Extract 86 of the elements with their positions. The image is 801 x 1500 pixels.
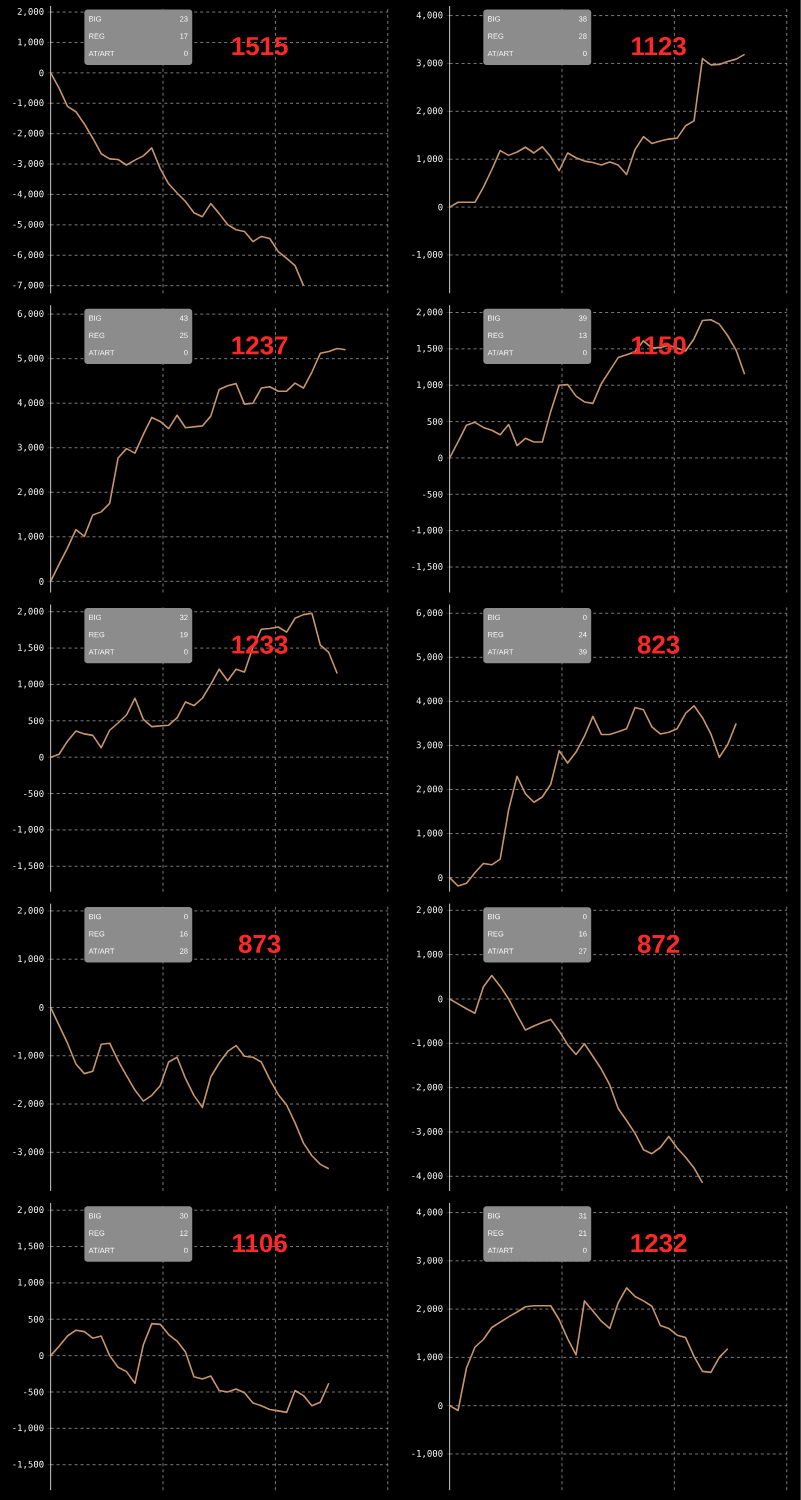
line-series bbox=[449, 704, 738, 887]
y-tick-label: 4,000 bbox=[416, 697, 443, 706]
y-tick-label: 0 bbox=[39, 577, 44, 585]
y-tick-label: -1,000 bbox=[412, 250, 443, 259]
y-tick-label: 5,000 bbox=[17, 354, 44, 363]
text: 1123 bbox=[632, 37, 686, 56]
text: 1237 bbox=[232, 336, 288, 355]
y-tick-label: 4,000 bbox=[17, 399, 44, 408]
y-tick-label: 5,000 bbox=[416, 653, 443, 662]
y-tick-label: 1,000 bbox=[417, 1353, 443, 1362]
text: 1106 bbox=[233, 1233, 287, 1253]
y-tick-label: -3,000 bbox=[13, 1148, 44, 1157]
y-tick-label: 1,000 bbox=[417, 155, 443, 164]
line-series bbox=[50, 1322, 330, 1414]
y-tick-label: 1,000 bbox=[18, 532, 44, 541]
y-tick-label: -6,000 bbox=[13, 251, 44, 260]
y-tick-label: -1,000 bbox=[13, 99, 44, 108]
y-tick-label: 3,000 bbox=[416, 741, 443, 750]
y-tick-label: 1,000 bbox=[417, 381, 443, 390]
y-tick-label: 1,500 bbox=[18, 644, 44, 653]
y-tick-label: -500 bbox=[423, 490, 443, 498]
y-tick-label: 500 bbox=[427, 418, 443, 425]
y-tick-label: -5,000 bbox=[13, 220, 44, 229]
y-tick-label: 2,000 bbox=[416, 785, 443, 794]
y-tick-label: 1,000 bbox=[18, 955, 44, 964]
text: 872 bbox=[637, 934, 680, 954]
y-tick-label: 0 bbox=[438, 203, 443, 211]
text: 823 bbox=[637, 635, 680, 654]
y-tick-label: -3,000 bbox=[13, 160, 44, 169]
y-tick-label: 2,000 bbox=[416, 308, 443, 317]
y-tick-label: 0 bbox=[39, 753, 44, 761]
text: 1515 bbox=[232, 37, 288, 56]
line-series bbox=[50, 1006, 330, 1170]
y-tick-label: -1,000 bbox=[412, 526, 443, 535]
y-tick-label: 1,500 bbox=[417, 344, 443, 353]
y-tick-label: 6,000 bbox=[416, 609, 443, 618]
y-tick-label: -500 bbox=[24, 1388, 44, 1396]
y-tick-label: 2,000 bbox=[17, 8, 44, 17]
y-tick-label: 500 bbox=[28, 717, 44, 725]
y-tick-label: 0 bbox=[438, 1402, 443, 1410]
y-tick-label: -2,000 bbox=[13, 129, 44, 138]
y-tick-label: 2,000 bbox=[17, 906, 44, 915]
y-tick-label: 3,000 bbox=[17, 443, 44, 452]
y-tick-label: 1,000 bbox=[18, 38, 44, 47]
y-tick-label: -1,000 bbox=[13, 825, 44, 834]
y-tick-label: 1,000 bbox=[18, 1278, 44, 1287]
y-tick-label: 3,000 bbox=[416, 1256, 443, 1265]
y-tick-label: 4,000 bbox=[416, 1208, 443, 1217]
y-tick-label: -1,500 bbox=[13, 1460, 44, 1469]
y-tick-label: -1,500 bbox=[13, 862, 44, 871]
y-tick-label: 2,000 bbox=[17, 488, 44, 497]
y-tick-label: -1,000 bbox=[13, 1424, 44, 1433]
text: 1232 bbox=[631, 1233, 687, 1253]
y-tick-label: 3,000 bbox=[416, 59, 443, 68]
y-tick-label: -4,000 bbox=[13, 190, 44, 199]
y-tick-label: -2,000 bbox=[412, 1083, 443, 1092]
y-tick-label: -1,000 bbox=[412, 1450, 443, 1458]
y-tick-label: -4,000 bbox=[412, 1172, 443, 1181]
y-tick-label: 0 bbox=[39, 1004, 44, 1011]
y-tick-label: -1,000 bbox=[13, 1051, 44, 1060]
y-tick-label: -7,000 bbox=[13, 281, 44, 290]
y-tick-label: 0 bbox=[438, 995, 443, 1003]
line-series bbox=[449, 974, 704, 1184]
y-tick-label: 4,000 bbox=[416, 11, 443, 20]
y-tick-label: -3,000 bbox=[412, 1128, 443, 1136]
line-series bbox=[50, 72, 305, 287]
y-tick-label: 500 bbox=[28, 1315, 44, 1323]
y-tick-label: 2,000 bbox=[416, 1305, 443, 1314]
y-tick-label: 1,500 bbox=[18, 1242, 44, 1251]
y-tick-label: -1,000 bbox=[412, 1039, 443, 1048]
y-tick-label: -2,000 bbox=[13, 1100, 44, 1108]
y-tick-label: 0 bbox=[39, 1352, 44, 1360]
y-tick-label: 2,000 bbox=[416, 107, 443, 116]
y-tick-label: 0 bbox=[438, 454, 443, 462]
y-tick-label: 0 bbox=[438, 874, 443, 882]
y-tick-label: 2,000 bbox=[17, 607, 44, 616]
y-tick-label: 1,000 bbox=[18, 680, 44, 689]
y-tick-label: 2,000 bbox=[17, 1206, 44, 1215]
y-tick-label: 6,000 bbox=[17, 310, 44, 319]
y-tick-label: -1,500 bbox=[412, 563, 443, 571]
text: 873 bbox=[239, 934, 281, 954]
y-tick-label: 2,000 bbox=[416, 906, 443, 915]
y-tick-label: 1,000 bbox=[417, 829, 443, 838]
y-tick-label: -500 bbox=[24, 790, 44, 797]
y-tick-label: 0 bbox=[39, 69, 44, 77]
y-tick-label: 1,000 bbox=[417, 950, 443, 959]
